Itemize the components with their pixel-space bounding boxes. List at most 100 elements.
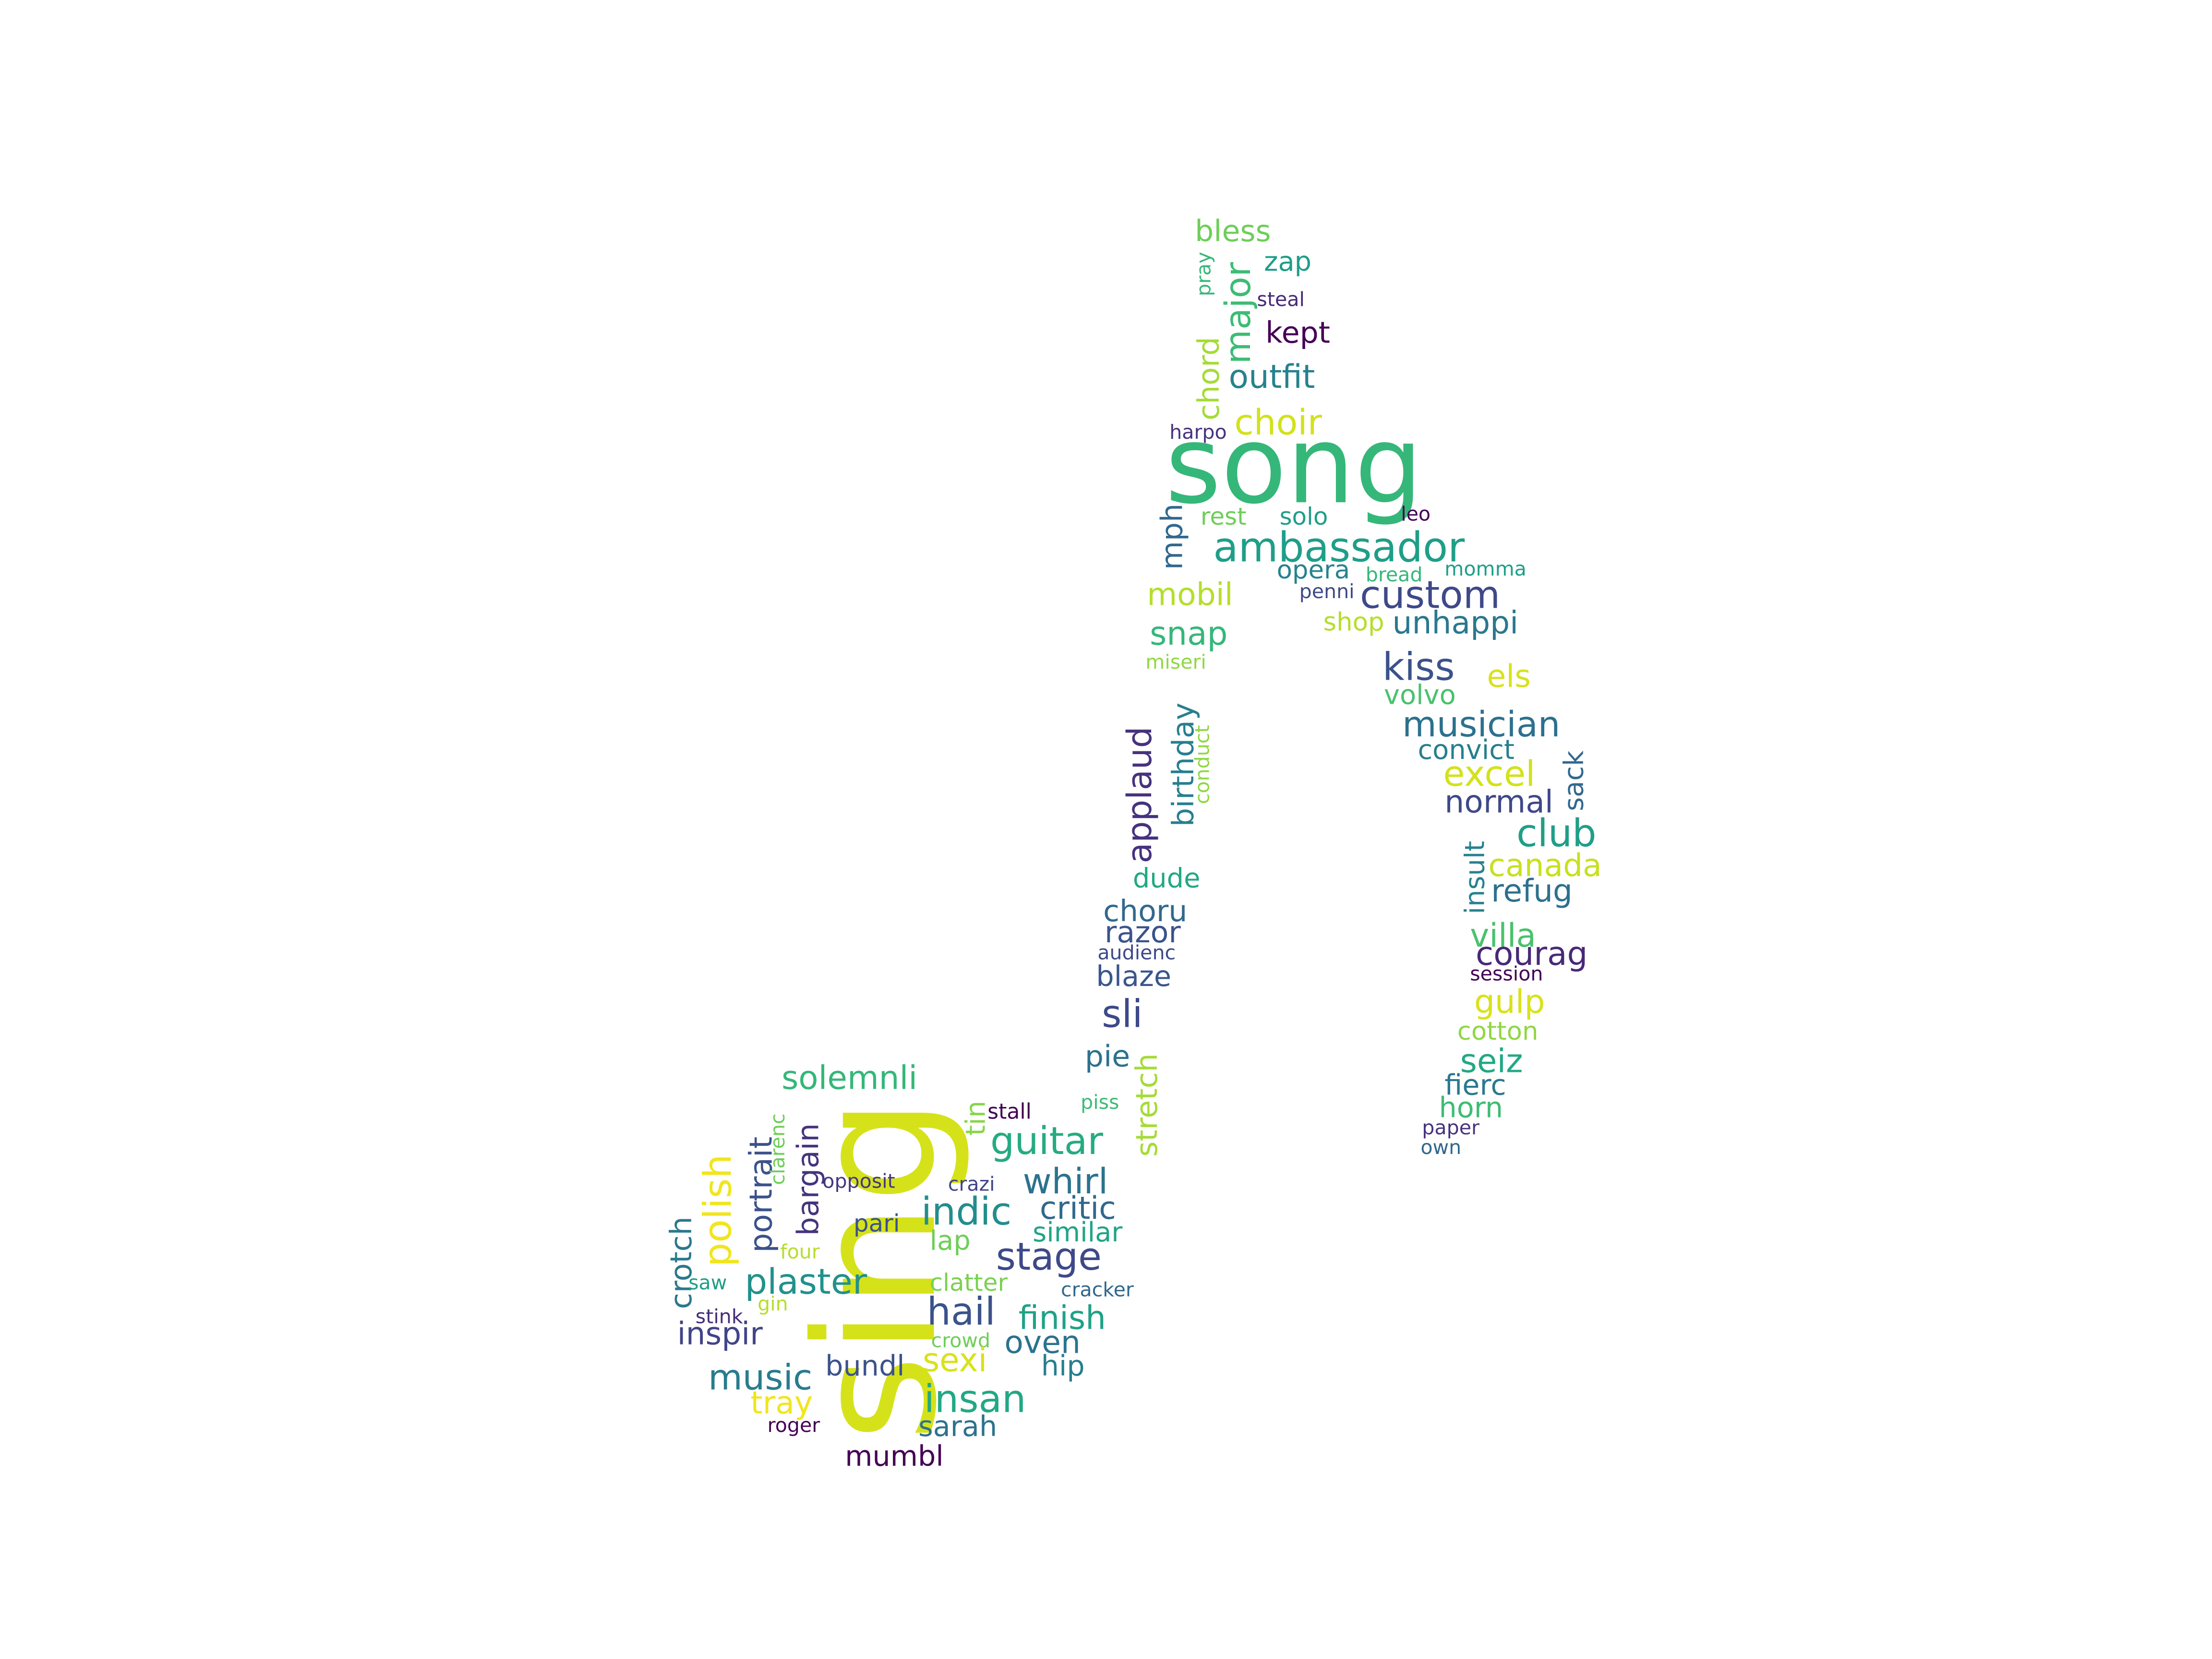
word-solo: solo [1279,503,1328,530]
word-harpo: harpo [1169,421,1226,444]
word-kept: kept [1265,315,1330,350]
word-clarenc: clarenc [766,1113,789,1185]
word-solemnli: solemnli [781,1059,917,1097]
word-indic: indic [921,1189,1011,1234]
word-courag: courag [1476,935,1587,973]
word-piss: piss [1081,1091,1119,1114]
word-opposit: opposit [822,1169,895,1192]
word-tray: tray [750,1385,813,1421]
word-fierc: fierc [1444,1068,1506,1101]
word-saw: saw [688,1271,727,1294]
word-conduct: conduct [1191,725,1214,804]
word-roger: roger [768,1414,820,1437]
word-guitar: guitar [990,1118,1103,1163]
word-cracker: cracker [1061,1278,1134,1301]
word-choir: choir [1234,402,1322,443]
word-excel: excel [1443,754,1535,794]
word-finish: finish [1019,1298,1106,1336]
word-choru: choru [1103,894,1187,928]
word-major: major [1218,262,1259,364]
word-stretch: stretch [1130,1053,1164,1157]
word-zap: zap [1264,246,1311,277]
word-club: club [1516,811,1596,855]
word-oven: oven [1004,1324,1081,1360]
word-gin: gin [757,1292,788,1315]
word-paper: paper [1422,1116,1479,1139]
word-pari: pari [854,1210,900,1238]
word-momma: momma [1444,557,1527,580]
word-horn: horn [1439,1091,1503,1124]
word-gulp: gulp [1474,983,1545,1021]
word-session: session [1470,962,1543,985]
word-clatter: clatter [930,1269,1008,1297]
word-sli: sli [1102,991,1142,1036]
word-leo: leo [1401,502,1431,525]
word-tin: tin [960,1101,991,1136]
word-snap: snap [1150,614,1227,652]
word-critic: critic [1040,1190,1116,1226]
word-crowd: crowd [931,1329,991,1352]
word-crazi: crazi [948,1172,995,1195]
word-pie: pie [1085,1039,1130,1074]
word-portrait: portrait [744,1137,780,1253]
word-musician: musician [1402,704,1560,745]
word-whirl: whirl [1023,1161,1108,1202]
word-audienc: audienc [1097,941,1176,964]
word-insult: insult [1460,841,1491,914]
word-normal: normal [1444,784,1553,820]
word-stall: stall [987,1099,1032,1124]
word-sarah: sarah [918,1410,997,1443]
word-inspir: inspir [677,1316,763,1352]
word-dude: dude [1133,863,1201,894]
word-pray: pray [1192,252,1215,297]
word-razor: razor [1105,915,1181,950]
word-outfit: outfit [1229,358,1315,396]
word-song: song [1165,403,1422,528]
word-penni: penni [1299,580,1355,603]
word-birthday: birthday [1166,703,1201,827]
word-miseri: miseri [1145,650,1206,673]
word-steal: steal [1257,288,1304,311]
word-opera: opera [1277,555,1350,585]
word-canada: canada [1488,848,1601,884]
word-bread: bread [1366,563,1423,586]
word-els: els [1487,659,1530,695]
word-music: music [708,1358,812,1398]
word-hail: hail [927,1289,996,1334]
word-chord: chord [1191,337,1226,421]
word-blaze: blaze [1096,960,1171,993]
word-sexi: sexi [923,1341,987,1379]
word-seiz: seiz [1460,1042,1523,1080]
word-villa: villa [1470,916,1536,954]
word-volvo: volvo [1384,679,1456,710]
word-applaud: applaud [1120,727,1159,864]
word-mph: mph [1155,504,1190,570]
word-crotch: crotch [664,1216,698,1309]
word-cotton: cotton [1457,1017,1539,1046]
word-insan: insan [924,1377,1026,1421]
word-mobil: mobil [1147,577,1233,613]
word-ambassador: ambassador [1213,524,1465,572]
word-lap: lap [930,1226,971,1257]
word-convict: convict [1418,734,1514,766]
word-kiss: kiss [1382,644,1455,689]
word-plaster: plaster [745,1262,867,1302]
word-stink: stink [696,1305,743,1328]
word-bundl: bundl [825,1349,904,1382]
word-own: own [1420,1136,1461,1159]
word-four: four [780,1240,820,1263]
word-shop: shop [1323,608,1384,637]
word-refug: refug [1491,873,1573,909]
word-hip: hip [1041,1349,1085,1382]
word-mumbl: mumbl [845,1439,943,1472]
word-bargain: bargain [791,1123,825,1236]
word-unhappi: unhappi [1393,605,1519,641]
word-polish: polish [695,1154,740,1267]
word-bless: bless [1195,214,1271,249]
word-similar: similar [1033,1217,1122,1248]
word-custom: custom [1360,573,1500,617]
word-rest: rest [1201,503,1247,530]
word-sing: sing [779,1098,973,1442]
